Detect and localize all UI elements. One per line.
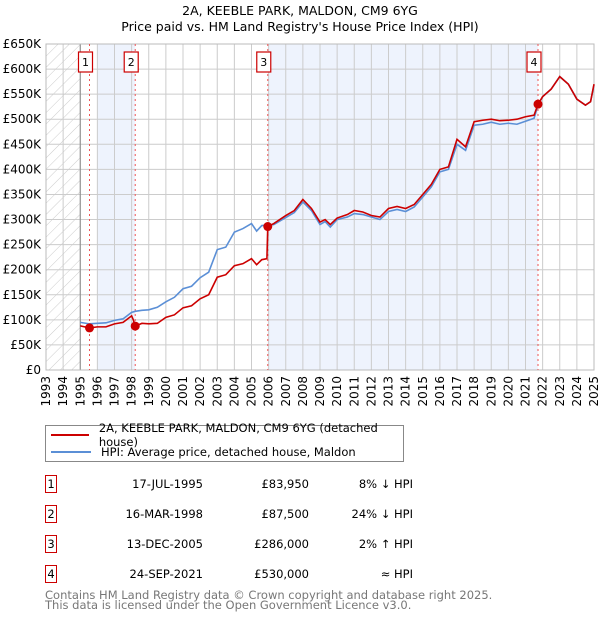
x-tick-label: 2010 bbox=[330, 376, 344, 407]
sale-price: £530,000 bbox=[254, 567, 309, 581]
sale-label-box bbox=[77, 51, 94, 73]
sale-point bbox=[533, 99, 543, 109]
x-tick-label: 1997 bbox=[108, 376, 122, 407]
chart-subtitle: Price paid vs. HM Land Registry's House … bbox=[121, 19, 478, 34]
y-tick-label: £600K bbox=[3, 62, 43, 76]
x-tick-label: 2013 bbox=[382, 376, 396, 407]
y-tick-label: £500K bbox=[3, 112, 43, 126]
y-tick-label: £200K bbox=[3, 263, 43, 277]
hpi-comparison: ≈ HPI bbox=[380, 567, 413, 581]
sale-number-badge: 1 bbox=[45, 475, 57, 493]
sale-label: 1 bbox=[82, 56, 89, 69]
transaction-row: 3 13-DEC-2005 £286,000 2% ↑ HPI bbox=[45, 535, 445, 555]
price-chart: 2A, KEEBLE PARK, MALDON, CM9 6YG Price p… bbox=[3, 3, 600, 407]
x-tick-label: 2025 bbox=[587, 376, 600, 407]
sale-point bbox=[130, 321, 140, 331]
x-tick-label: 2021 bbox=[519, 376, 533, 407]
x-tick-label: 2005 bbox=[245, 376, 259, 407]
legend-label: 2A, KEEBLE PARK, MALDON, CM9 6YG (detach… bbox=[98, 421, 378, 449]
transaction-row: 4 24-SEP-2021 £530,000 ≈ HPI bbox=[45, 565, 445, 585]
y-tick-label: £650K bbox=[3, 37, 43, 51]
sale-label-box bbox=[123, 51, 139, 73]
shaded-period bbox=[97, 44, 136, 370]
x-tick-label: 2020 bbox=[501, 376, 515, 407]
footer: Contains HM Land Registry data © Crown c… bbox=[45, 588, 493, 612]
legend-label: HPI: Average price, detached house, Mald… bbox=[101, 445, 356, 459]
x-tick-label: 2000 bbox=[159, 376, 173, 407]
x-tick-label: 1993 bbox=[39, 376, 53, 407]
x-tick-label: 2015 bbox=[416, 376, 430, 407]
x-tick-label: 2002 bbox=[193, 376, 207, 407]
sale-label-box bbox=[526, 51, 542, 73]
sale-date: 24-SEP-2021 bbox=[129, 567, 203, 581]
y-tick-label: £250K bbox=[3, 238, 43, 252]
x-tick-label: 2023 bbox=[553, 376, 567, 407]
transaction-row: 2 16-MAR-1998 £87,500 24% ↓ HPI bbox=[45, 505, 445, 525]
x-tick-label: 2003 bbox=[210, 376, 224, 407]
legend: 2A, KEEBLE PARK, MALDON, CM9 6YG (detach… bbox=[45, 421, 404, 462]
sale-price: £87,500 bbox=[261, 507, 309, 521]
chart-title: 2A, KEEBLE PARK, MALDON, CM9 6YG bbox=[182, 3, 418, 18]
x-tick-label: 2019 bbox=[484, 376, 498, 407]
x-tick-label: 2011 bbox=[347, 376, 361, 407]
sale-price: £286,000 bbox=[254, 537, 309, 551]
sale-label: 2 bbox=[128, 56, 135, 69]
sale-label-box bbox=[256, 51, 272, 73]
y-tick-label: £50K bbox=[10, 338, 42, 352]
legend-item-hpi: HPI: Average price, detached house, Mald… bbox=[51, 444, 356, 460]
x-tick-label: 2006 bbox=[262, 376, 276, 407]
legend-blue-line bbox=[51, 451, 91, 453]
hpi-comparison: 24% ↓ HPI bbox=[351, 507, 413, 521]
footer-line: Contains HM Land Registry data © Crown c… bbox=[45, 588, 493, 602]
sale-label: 3 bbox=[260, 56, 267, 69]
y-tick-label: £100K bbox=[3, 313, 43, 327]
x-tick-label: 2017 bbox=[450, 376, 464, 407]
sale-date: 13-DEC-2005 bbox=[126, 537, 203, 551]
transaction-row: 1 17-JUL-1995 £83,950 8% ↓ HPI bbox=[45, 475, 445, 495]
x-tick-label: 1995 bbox=[73, 376, 87, 407]
sale-number-badge: 2 bbox=[45, 505, 57, 523]
y-tick-label: £550K bbox=[3, 87, 43, 101]
x-tick-label: 2004 bbox=[227, 376, 241, 407]
y-tick-label: £350K bbox=[3, 187, 43, 201]
x-tick-label: 2022 bbox=[536, 376, 550, 407]
price-paid-line bbox=[80, 75, 595, 329]
x-tick-label: 2014 bbox=[399, 376, 413, 407]
sale-point bbox=[263, 222, 273, 232]
sale-date: 16-MAR-1998 bbox=[125, 507, 203, 521]
sale-number-badge: 4 bbox=[45, 565, 57, 583]
x-tick-label: 1996 bbox=[90, 376, 104, 407]
x-tick-label: 2018 bbox=[467, 376, 481, 407]
sale-number-badge: 3 bbox=[45, 535, 57, 553]
y-tick-label: £300K bbox=[3, 213, 43, 227]
x-tick-label: 1998 bbox=[125, 376, 139, 407]
shaded-period bbox=[267, 44, 539, 370]
x-tick-label: 2007 bbox=[279, 376, 293, 407]
x-tick-label: 1999 bbox=[142, 376, 156, 407]
sale-point bbox=[84, 323, 94, 333]
hpi-comparison: 8% ↓ HPI bbox=[358, 477, 413, 491]
footer-line: This data is licensed under the Open Gov… bbox=[45, 598, 412, 612]
hpi-line bbox=[80, 75, 595, 325]
x-tick-label: 2012 bbox=[364, 376, 378, 407]
sale-date: 17-JUL-1995 bbox=[132, 477, 203, 491]
x-tick-label: 2001 bbox=[176, 376, 190, 407]
x-tick-label: 2024 bbox=[570, 376, 584, 407]
hpi-comparison: 2% ↑ HPI bbox=[358, 537, 413, 551]
sale-price: £83,950 bbox=[261, 477, 309, 491]
y-tick-label: £150K bbox=[3, 288, 43, 302]
legend-item-property: 2A, KEEBLE PARK, MALDON, CM9 6YG (detach… bbox=[51, 421, 403, 449]
plot-border bbox=[45, 43, 595, 371]
legend-red-line bbox=[51, 434, 89, 436]
x-tick-label: 2008 bbox=[296, 376, 310, 407]
y-tick-label: £400K bbox=[3, 162, 43, 176]
x-tick-label: 1994 bbox=[56, 376, 70, 407]
y-tick-label: £0 bbox=[26, 363, 41, 377]
sale-label: 4 bbox=[531, 56, 538, 69]
y-tick-label: £450K bbox=[3, 137, 43, 151]
x-tick-label: 2016 bbox=[433, 376, 447, 407]
x-tick-label: 2009 bbox=[313, 376, 327, 407]
